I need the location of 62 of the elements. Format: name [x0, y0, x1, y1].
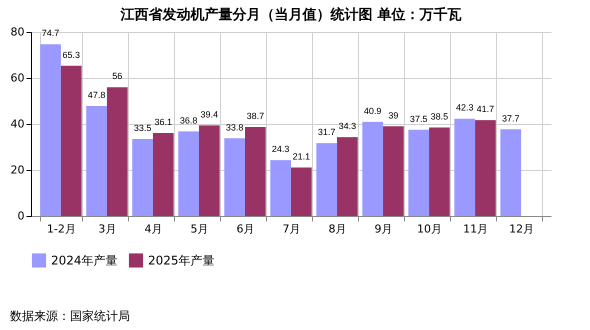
- source-note: 数据来源：国家统计局: [10, 308, 130, 325]
- data-label: 31.7: [318, 127, 336, 138]
- y-tick-label: 20: [10, 164, 24, 176]
- y-tick-label: 40: [10, 118, 24, 130]
- bar: [244, 126, 266, 216]
- bar: [337, 137, 358, 216]
- bar: [152, 132, 174, 216]
- legend-label: 2024年产量: [51, 253, 118, 268]
- bar: [86, 106, 107, 216]
- bar: [408, 130, 430, 216]
- bar: [106, 87, 128, 216]
- data-label: 37.7: [502, 113, 520, 124]
- x-tick-label: 5月: [190, 222, 208, 236]
- x-tick-label: 8月: [328, 222, 347, 236]
- data-label: 24.3: [272, 144, 290, 154]
- bar: [429, 127, 450, 216]
- chart-title: 江西省发动机产量分月（当月值）统计图 单位：万千瓦: [120, 6, 462, 23]
- data-label: 21.1: [292, 151, 310, 162]
- bar: [454, 118, 476, 216]
- data-label: 39: [388, 110, 398, 120]
- data-label: 65.3: [62, 50, 80, 60]
- data-label: 74.7: [42, 28, 60, 38]
- x-tick-label: 11月: [463, 222, 488, 236]
- data-label: 38.5: [430, 111, 448, 122]
- data-label: 42.3: [456, 102, 474, 113]
- bar: [475, 120, 496, 216]
- x-tick-label: 10月: [417, 222, 442, 236]
- data-label: 41.7: [476, 104, 494, 114]
- x-tick-label: 7月: [282, 222, 300, 236]
- bar: [362, 122, 384, 216]
- x-tick-label: 9月: [374, 222, 393, 236]
- legend-label: 2025年产量: [148, 253, 215, 268]
- data-label: 36.1: [154, 116, 172, 127]
- bar: [500, 129, 522, 216]
- bar: [40, 44, 61, 216]
- y-tick-label: 60: [10, 72, 24, 84]
- bar: [291, 167, 312, 216]
- bar: [224, 138, 245, 216]
- data-label: 56: [112, 71, 122, 82]
- data-label: 33.5: [134, 122, 152, 133]
- data-label: 36.8: [180, 115, 198, 126]
- data-label: 47.8: [88, 90, 106, 100]
- y-tick-label: 80: [10, 26, 24, 38]
- x-tick-label: 1-2月: [46, 222, 76, 236]
- bar: [270, 160, 291, 216]
- y-tick-label: 0: [18, 210, 24, 222]
- data-label: 40.9: [364, 106, 382, 116]
- bar: [178, 131, 199, 216]
- bar: [316, 143, 338, 216]
- data-label: 33.8: [226, 122, 244, 132]
- bar: [132, 138, 153, 216]
- x-tick-label: 6月: [236, 222, 254, 236]
- data-label: 34.3: [338, 121, 356, 132]
- x-tick-label: 12月: [509, 222, 534, 236]
- x-tick-label: 4月: [144, 222, 162, 236]
- data-label: 39.4: [200, 109, 218, 120]
- bar: [60, 66, 82, 216]
- x-tick-label: 3月: [98, 222, 116, 236]
- bar: [383, 126, 404, 216]
- bar: [198, 125, 220, 216]
- data-label: 37.5: [410, 114, 428, 124]
- data-label: 38.7: [246, 110, 264, 121]
